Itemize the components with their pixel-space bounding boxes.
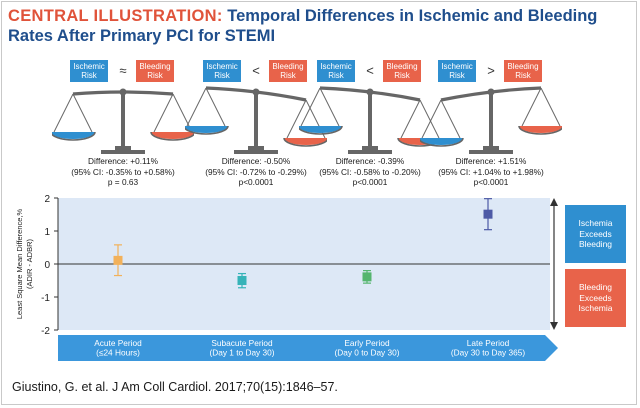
ischemic-pan-string [300,87,321,127]
ischemic-risk-box: Ischemic Risk [438,60,476,82]
ischemic-pan-string [421,99,442,139]
bleeding-pan-string [419,99,440,139]
bleeding-pan [151,132,194,139]
comparison-symbol: ≈ [119,63,127,78]
scale-base [234,150,278,154]
bleeding-risk-box: Bleeding Risk [504,60,542,82]
arrowhead-up [550,198,558,206]
scale-beam [205,86,307,102]
scale-base [469,150,513,154]
ischemic-pan-rim [52,131,96,141]
title-lead: CENTRAL ILLUSTRATION: [8,7,223,25]
y-tick-label: 1 [44,227,50,238]
ischemic-pan [185,126,228,133]
scale-beam [440,86,542,102]
bleeding-pan-rim [283,137,327,147]
scale-post [489,94,493,148]
ischemia-exceeds-bleeding-box: Ischemia Exceeds Bleeding [565,205,626,263]
arrowhead-down [550,322,558,330]
y-tick-label: -1 [41,293,50,304]
difference-plot: 2 1 0 -1 -2 Least Square Mean Difference,%(AD… [15,194,558,361]
bleeding-pan-string [153,93,174,133]
difference-text: Difference: +0.11% (95% CI: -0.35% to +0.… [71,156,175,187]
y-tick-label: 0 [44,260,50,271]
period-label: Late Period (Day 30 to Day 365) [451,338,525,358]
bleeding-pan-string [172,93,193,133]
ischemic-risk-box: Ischemic Risk [70,60,108,82]
y-tick-label: -2 [41,326,50,337]
ischemic-risk-box: Ischemic Risk [317,60,355,82]
data-point [237,276,247,285]
ischemic-pan-rim [185,125,229,135]
data-point [113,255,123,265]
ischemic-pan-rim [420,137,464,147]
balance-scale-icon [185,86,327,154]
y-tick-label: 2 [44,194,50,205]
scale-post [254,94,258,148]
bleeding-pan-string [521,87,542,127]
panel-late: Ischemic Risk > Bleeding Risk Difference: … [420,60,562,190]
scale-beam [319,86,421,102]
bleeding-pan-string [400,99,421,139]
timeline-arrow [58,335,558,361]
bleeding-exceeds-ischemia-box: Bleeding Exceeds Ischemia [565,269,626,327]
scale-beam [72,90,174,96]
bleeding-risk-box: Bleeding Risk [269,60,307,82]
title-line1: Temporal Differences in Ischemic and Ble… [222,7,598,25]
bleeding-pan-string [540,87,561,127]
panel-subacute: Ischemic Risk < Bleeding Risk Difference: … [185,60,327,190]
citation: Giustino, G. et al. J Am Coll Cardiol. 2… [12,380,338,394]
panel-acute: Ischemic Risk ≈ Bleeding Risk Difference: … [52,60,194,190]
period-label: Subacute Period (Day 1 to Day 30) [209,338,274,358]
ischemic-pan [299,126,342,133]
period-label: Acute Period (≤24 Hours) [94,338,142,358]
bleeding-pan-rim [518,125,562,135]
ischemic-pan-rim [299,125,343,135]
scale-post [368,94,372,148]
comparison-symbol: < [366,63,374,78]
ischemic-pan-string [53,93,74,133]
scale-base [348,150,392,154]
difference-text: Difference: +1.51% (95% CI: +1.04% to +1.… [438,156,544,187]
bleeding-pan [519,126,562,133]
comparison-symbol: < [252,63,260,78]
panel-early: Ischemic Risk < Bleeding Risk Difference: … [299,60,441,190]
period-label: Early Period (Day 0 to Day 30) [334,338,399,358]
scale-base [101,150,145,154]
data-point [362,272,372,282]
y-axis-label: Least Square Mean Difference,%(ADIR - AD… [15,208,34,319]
data-point [483,209,493,219]
bleeding-pan [284,138,327,145]
figure-title: CENTRAL ILLUSTRATION: Temporal Differenc… [8,6,632,46]
ischemic-pan-string [319,87,340,127]
ischemic-pan [52,132,95,139]
bleeding-risk-box: Bleeding Risk [383,60,421,82]
bleeding-pan-rim [150,131,194,141]
balance-scale-icon [420,86,562,154]
ischemic-pan-string [186,87,207,127]
ischemic-pan-string [440,99,461,139]
difference-text: Difference: -0.39% (95% CI: -0.58% to -0.… [319,156,421,187]
bleeding-pan-string [286,99,307,139]
ischemic-pan [420,138,463,145]
comparison-symbol: > [487,63,495,78]
balance-scale-icon [52,88,194,154]
ischemic-pan-string [72,93,93,133]
ischemic-pan-string [205,87,226,127]
bleeding-risk-box: Bleeding Risk [136,60,174,82]
ischemic-risk-box: Ischemic Risk [203,60,241,82]
scale-post [121,94,125,148]
title-line2: Rates After Primary PCI for STEMI [8,27,276,45]
difference-text: Difference: -0.50% (95% CI: -0.72% to -0.… [205,156,307,187]
